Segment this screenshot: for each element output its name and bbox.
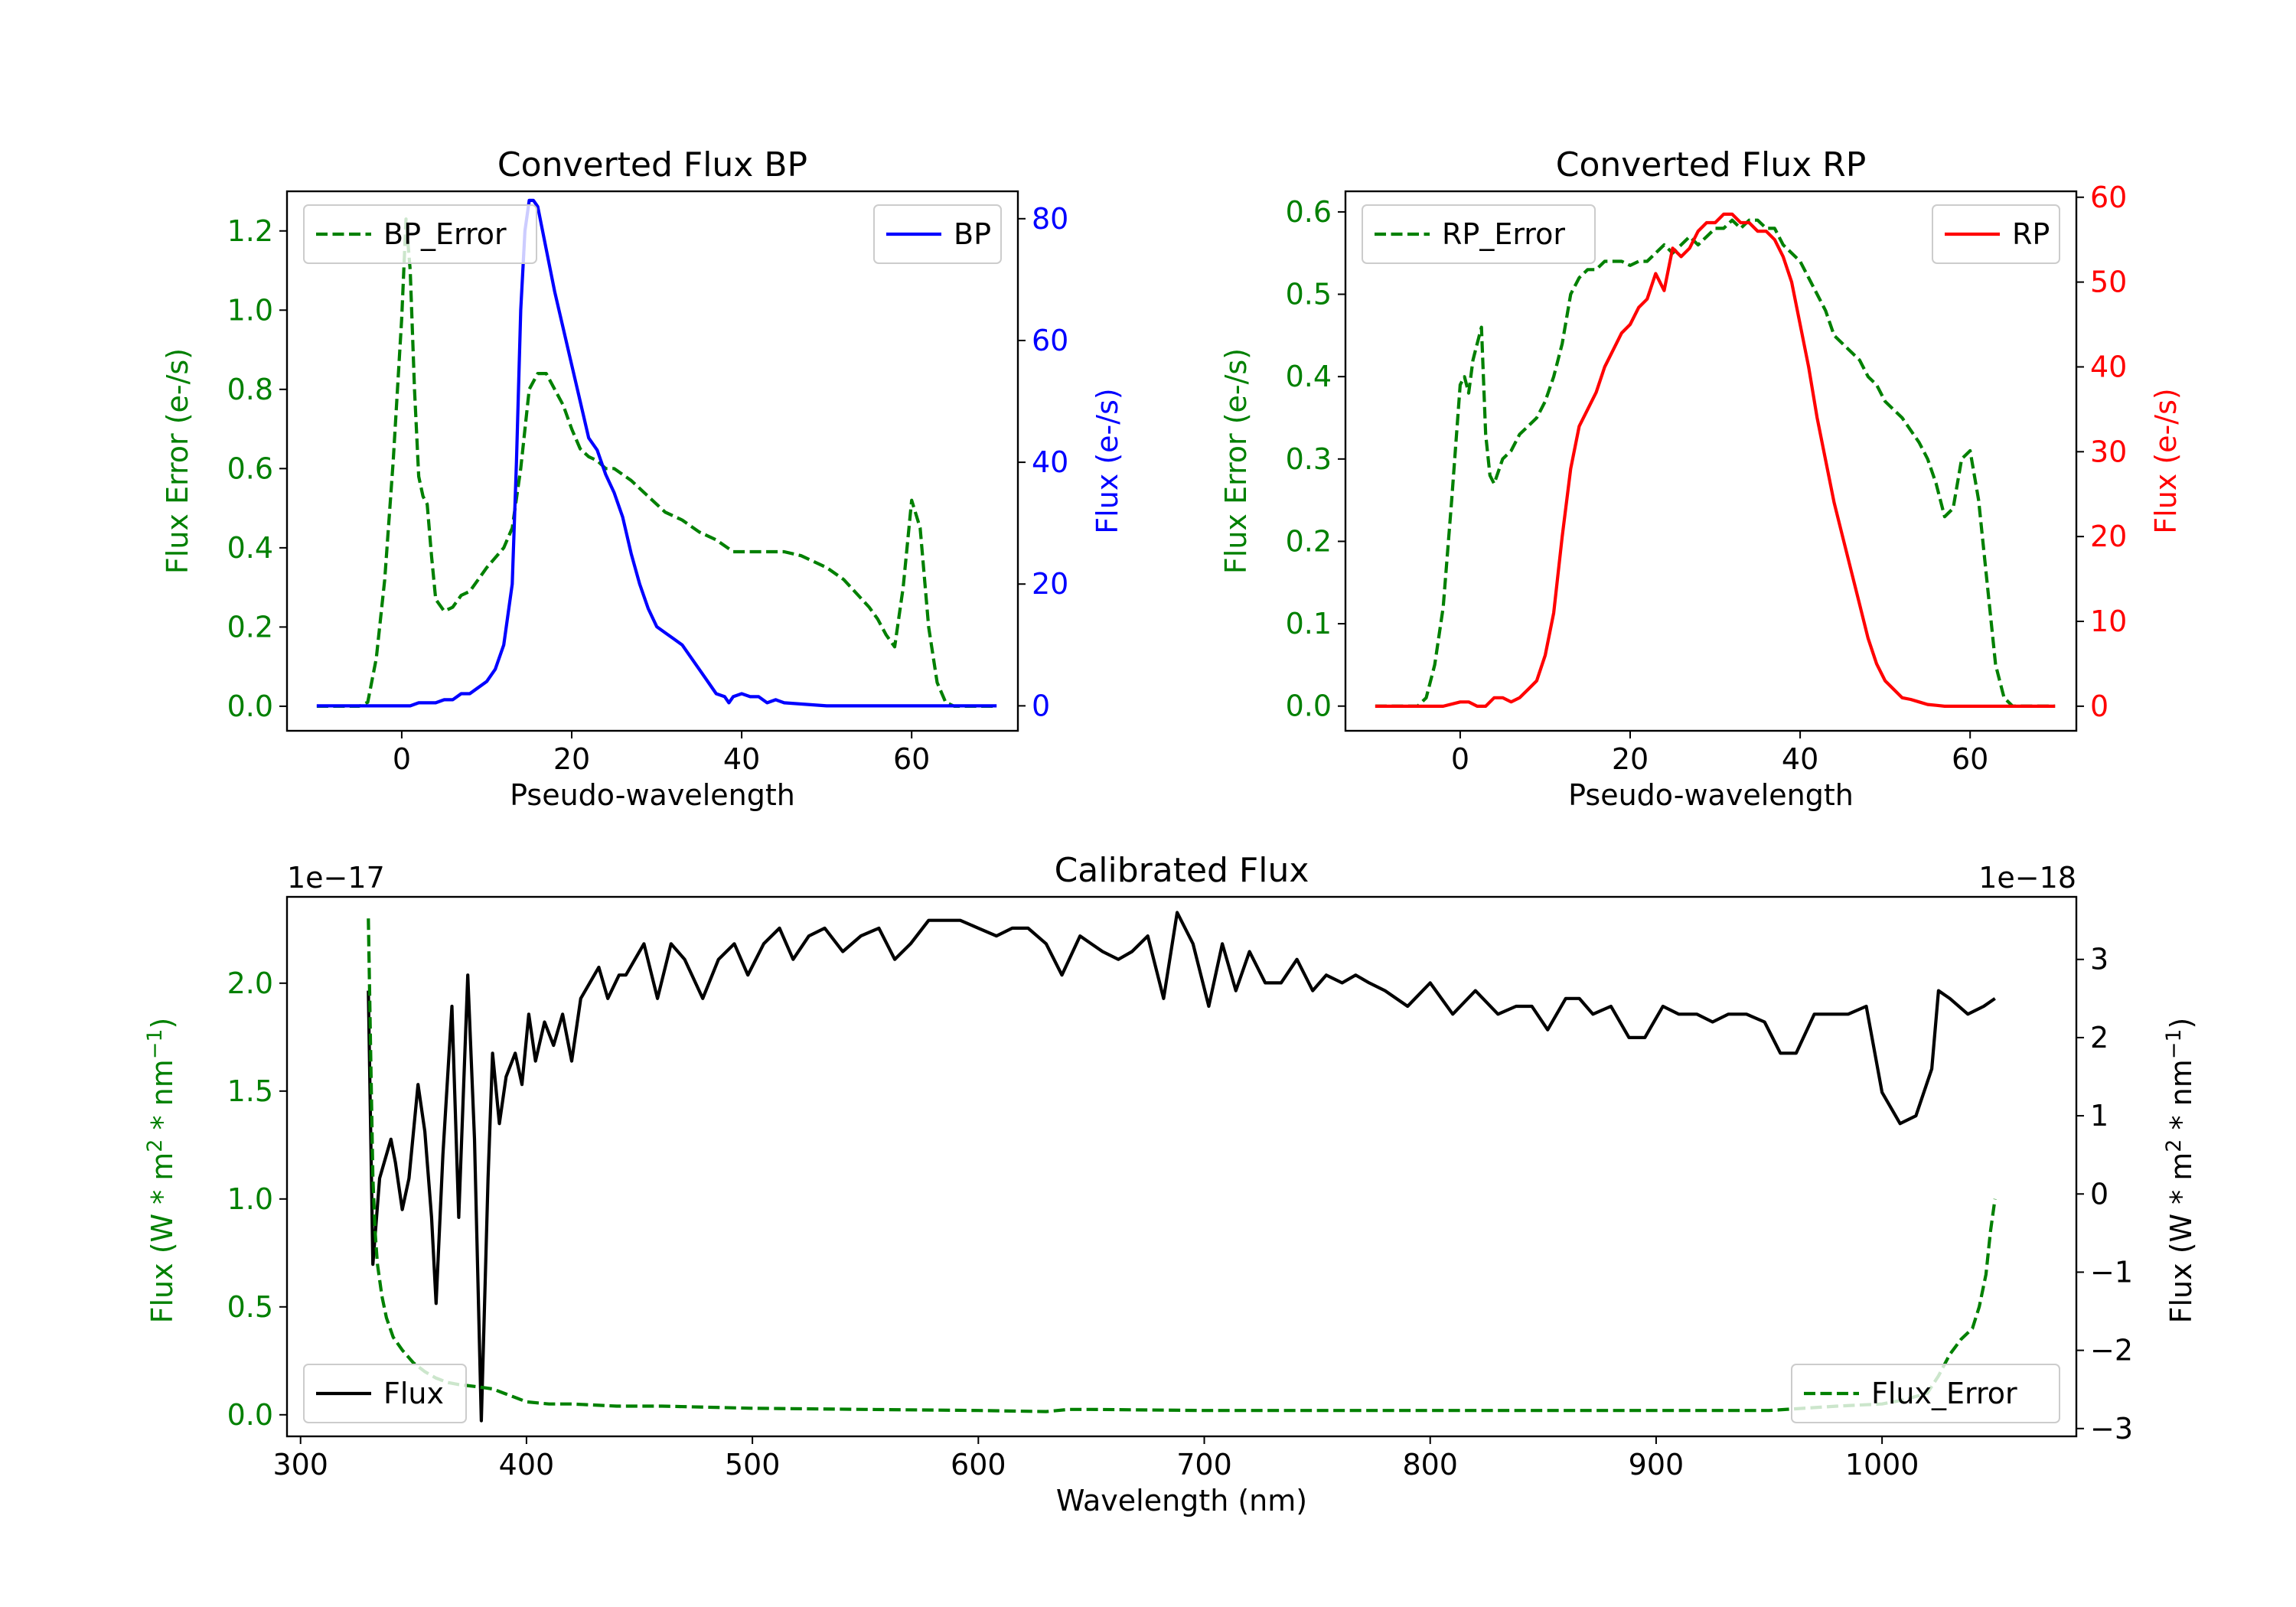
right-y-tick-label: 2 <box>2090 1021 2108 1054</box>
right-y-tick-label: 30 <box>2090 435 2127 468</box>
legend-bp: BP <box>873 204 1002 264</box>
left-y-tick-label: 0.0 <box>1286 689 1332 723</box>
right-y-axis-label: Flux (W * m2 * nm−1) <box>2162 1018 2198 1324</box>
legend-flux: Flux <box>303 1364 467 1423</box>
right-y-tick-label: 20 <box>2090 520 2127 553</box>
legend-box <box>1362 204 1596 264</box>
left-y-axis-label: Flux (W * m2 * nm−1) <box>143 1018 179 1324</box>
left-y-tick-label: 0.6 <box>1286 195 1332 229</box>
x-tick-label: 40 <box>723 742 760 776</box>
x-tick-label: 0 <box>393 742 411 776</box>
legend-label: RP <box>2012 217 2050 251</box>
plot-frame <box>285 190 1019 732</box>
left-offset-text: 1e−17 <box>287 861 385 895</box>
left-y-tick-label: 0.0 <box>227 689 273 723</box>
series-line-rp <box>1375 212 2056 708</box>
left-y-tick-label: 0.5 <box>227 1290 273 1324</box>
x-tick-label: 400 <box>499 1448 555 1482</box>
series-line-bp <box>316 198 997 708</box>
legend-box <box>303 204 537 264</box>
chart-rp: 0 20 40 60 0.0 0.1 0.2 0.3 0.4 0.5 0.6 0 10 20 30 40 50 6… <box>1219 145 2183 812</box>
x-tick-label: 40 <box>1782 742 1818 776</box>
series-line-flux <box>367 911 1996 1423</box>
legend-box <box>1791 1364 2060 1423</box>
right-y-tick-label: 20 <box>1032 567 1068 601</box>
x-tick-label: 20 <box>1612 742 1649 776</box>
left-y-tick-label: 0.6 <box>227 451 273 485</box>
right-y-tick-label: 3 <box>2090 943 2108 976</box>
right-y-axis-label: Flux (e-/s) <box>1091 388 1124 533</box>
left-y-tick-label: 0.5 <box>1286 278 1332 311</box>
left-y-tick-label: 2.0 <box>227 966 273 1000</box>
right-y-axis-label: Flux (e-/s) <box>2149 388 2183 533</box>
left-y-axis-label: Flux Error (e-/s) <box>161 348 194 574</box>
legend-flux-error: Flux_Error <box>1791 1364 2060 1423</box>
x-axis-label: Pseudo-wavelength <box>1568 778 1854 812</box>
x-tick-label: 1000 <box>1845 1448 1919 1482</box>
left-y-axis-label: Flux Error (e-/s) <box>1219 348 1253 574</box>
x-tick-label: 0 <box>1451 742 1469 776</box>
left-y-tick-label: 1.5 <box>227 1074 273 1108</box>
left-y-tick-label: 0.3 <box>1286 442 1332 476</box>
series-line-bp-error <box>316 217 997 708</box>
left-y-tick-label: 1.0 <box>227 293 273 327</box>
legend-label: Flux <box>383 1377 444 1410</box>
chart-title: Calibrated Flux <box>1055 851 1309 890</box>
legend-rp: RP <box>1932 204 2060 264</box>
x-tick-label: 500 <box>725 1448 781 1482</box>
left-y-tick-label: 0.4 <box>1286 360 1332 393</box>
legend-bp-error: BP_Error <box>303 204 537 264</box>
left-y-tick-label: 1.2 <box>227 214 273 248</box>
series-line-rp-error <box>1375 218 2056 708</box>
chart-title: Converted Flux RP <box>1556 145 1867 184</box>
x-tick-label: 60 <box>1952 742 1988 776</box>
plot-frame <box>1344 190 2078 732</box>
x-tick-label: 900 <box>1629 1448 1684 1482</box>
right-y-tick-label: 80 <box>1032 202 1068 236</box>
legend-label: BP_Error <box>383 217 507 251</box>
left-y-tick-label: 0.0 <box>227 1398 273 1432</box>
left-y-tick-label: 0.8 <box>227 373 273 406</box>
chart-title: Converted Flux BP <box>497 145 807 184</box>
chart-bp: 0 20 40 60 0.0 0.2 0.4 0.6 0.8 1.0 1.2 0 20 40 60 80 Con… <box>161 145 1124 812</box>
x-tick-label: 800 <box>1402 1448 1458 1482</box>
right-y-tick-label: 60 <box>2090 181 2127 214</box>
right-y-tick-label: 0 <box>1032 689 1050 722</box>
x-tick-label: 60 <box>893 742 930 776</box>
right-y-tick-label: −2 <box>2090 1334 2133 1367</box>
left-y-tick-label: 0.1 <box>1286 607 1332 641</box>
x-tick-label: 600 <box>951 1448 1006 1482</box>
right-y-tick-label: 1 <box>2090 1099 2108 1133</box>
plot-frame <box>285 895 2078 1438</box>
legend-label: Flux_Error <box>1871 1377 2017 1410</box>
right-y-tick-label: 40 <box>1032 445 1068 479</box>
x-tick-label: 700 <box>1176 1448 1232 1482</box>
right-y-tick-label: 0 <box>2090 689 2108 723</box>
right-y-tick-label: 40 <box>2090 350 2127 383</box>
x-axis-label: Pseudo-wavelength <box>510 778 795 812</box>
legend-label: RP_Error <box>1442 217 1565 251</box>
x-tick-label: 20 <box>553 742 590 776</box>
right-y-tick-label: −1 <box>2090 1255 2133 1289</box>
right-y-tick-label: 50 <box>2090 266 2127 299</box>
right-y-tick-label: −3 <box>2090 1412 2133 1446</box>
right-y-tick-label: 60 <box>1032 324 1068 357</box>
x-axis-label: Wavelength (nm) <box>1056 1484 1307 1517</box>
left-y-tick-label: 0.4 <box>227 531 273 565</box>
left-y-tick-label: 0.2 <box>227 610 273 644</box>
left-y-tick-label: 1.0 <box>227 1182 273 1216</box>
x-tick-label: 300 <box>272 1448 328 1482</box>
chart-calibrated: 300 400 500 600 700 800 900 1000 0.0 0.5 1.0 1.5 2.0… <box>143 851 2198 1517</box>
right-offset-text: 1e−18 <box>1978 861 2076 895</box>
right-y-tick-label: 10 <box>2090 605 2127 638</box>
right-y-tick-label: 0 <box>2090 1177 2108 1211</box>
left-y-tick-label: 0.2 <box>1286 524 1332 558</box>
legend-rp-error: RP_Error <box>1362 204 1596 264</box>
legend-label: BP <box>954 217 991 251</box>
legend-box <box>303 1364 467 1423</box>
